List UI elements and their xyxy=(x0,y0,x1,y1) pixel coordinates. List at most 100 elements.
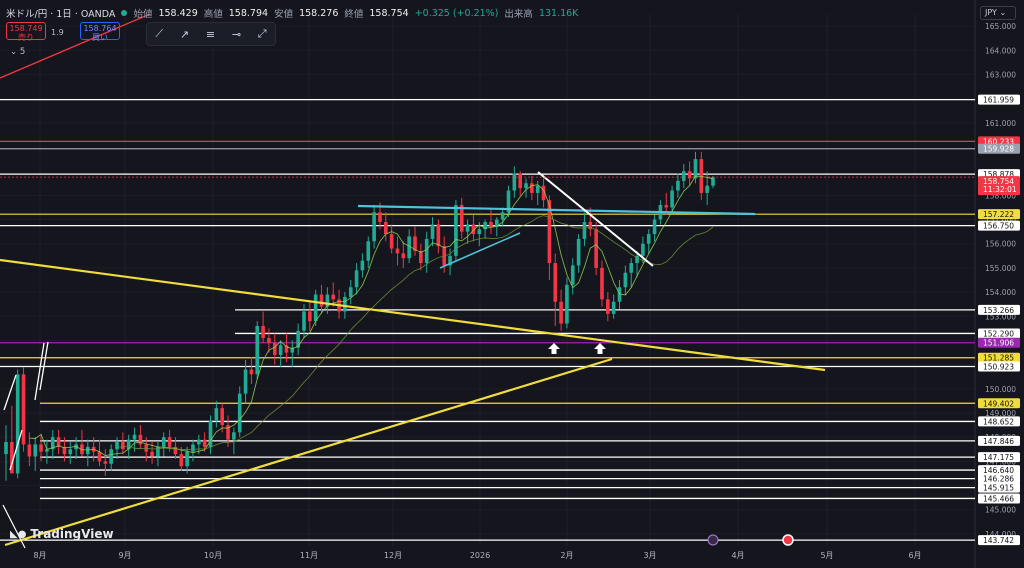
candle-body xyxy=(249,369,254,375)
candle-body xyxy=(179,454,184,467)
horizontal-line-icon[interactable]: ⊸ xyxy=(231,27,242,41)
y-tick-label: 156.000 xyxy=(985,240,1016,249)
x-tick-label: 2月 xyxy=(560,551,573,560)
x-tick-label: 4月 xyxy=(731,551,744,560)
candle-body xyxy=(448,255,452,266)
buy-button[interactable]: 158.764 買い xyxy=(80,22,120,42)
low-label: 安値 xyxy=(274,9,294,20)
level-label-bg xyxy=(978,352,1020,363)
brand-label: TradingView xyxy=(30,527,114,541)
white-trend-line xyxy=(9,429,23,471)
y-tick-label: 150.000 xyxy=(985,385,1016,394)
level-label: 161.959 xyxy=(983,96,1014,105)
low-value: 158.276 xyxy=(299,7,339,19)
y-tick-label: 164.000 xyxy=(985,46,1016,55)
x-tick-label: 9月 xyxy=(118,551,131,560)
candle-body xyxy=(68,449,73,455)
candle-body xyxy=(202,439,207,447)
level-label: 159.928 xyxy=(983,145,1014,154)
candle-body xyxy=(50,437,55,450)
level-label: 146.286 xyxy=(983,475,1014,484)
candle-body xyxy=(576,238,581,266)
candle-body xyxy=(226,425,230,440)
candle-body xyxy=(331,294,336,300)
level-label-bg xyxy=(978,493,1020,504)
candle-body xyxy=(302,311,306,331)
buy-price: 158.764 xyxy=(83,24,117,33)
ray-icon[interactable]: ↗ xyxy=(179,27,190,41)
candle-body xyxy=(290,347,295,353)
drawing-toolbar: ⟋ ↗ ≡ ⊸ ⤢ xyxy=(146,22,276,46)
open-label: 始値 xyxy=(133,9,153,20)
y-tick-label: 158.000 xyxy=(985,191,1016,200)
level-label: 147.846 xyxy=(983,437,1014,446)
candle-body xyxy=(483,221,487,230)
level-label-bg xyxy=(978,337,1020,348)
y-tick-label: 165.000 xyxy=(985,22,1016,31)
candle-body xyxy=(278,345,283,355)
x-tick-label: 2026 xyxy=(470,551,490,560)
moving-average-line xyxy=(29,175,714,457)
candle-body xyxy=(395,248,400,254)
candle-body xyxy=(261,325,265,339)
candle-body xyxy=(115,442,119,450)
candle-body xyxy=(530,183,534,193)
candle-body xyxy=(156,446,160,457)
level-label-bg xyxy=(978,452,1020,463)
candle-body xyxy=(500,212,505,220)
candle-body xyxy=(588,221,593,230)
volume-value: 131.16K xyxy=(538,7,579,19)
sell-button[interactable]: 158.749 売り xyxy=(6,22,46,42)
x-tick-label: 6月 xyxy=(908,551,921,560)
candle-body xyxy=(489,221,493,227)
tradingview-logo: ◣● TradingView xyxy=(10,527,114,541)
level-label: 157.222 xyxy=(983,210,1014,219)
candle-body xyxy=(4,442,8,455)
candle-body xyxy=(553,263,558,302)
buy-label: 買い xyxy=(92,33,108,42)
candle-body xyxy=(524,183,528,189)
candle-body xyxy=(565,284,569,324)
candle-body xyxy=(197,439,201,445)
level-label: 143.742 xyxy=(983,536,1014,545)
candle-body xyxy=(705,185,709,193)
candle-body xyxy=(85,446,90,455)
candle-body xyxy=(232,432,236,440)
candle-body xyxy=(646,234,651,244)
level-label-bg xyxy=(978,304,1020,315)
candle-body xyxy=(173,446,178,455)
level-label: 148.652 xyxy=(983,417,1014,426)
candle-body xyxy=(641,243,645,256)
indicator-toggle[interactable]: ⌄ 5 xyxy=(10,47,26,57)
extended-line-icon[interactable]: ⤢ xyxy=(257,27,267,40)
candle-body xyxy=(348,287,353,297)
up-arrow-marker xyxy=(548,343,560,354)
parallel-channel-icon[interactable]: ≡ xyxy=(205,27,216,41)
y-tick-label: 144.000 xyxy=(985,530,1016,539)
currency-selector[interactable]: JPY ⌄ xyxy=(980,6,1016,20)
level-label: 152.290 xyxy=(983,329,1014,338)
candle-body xyxy=(424,238,429,264)
white-trend-line xyxy=(39,341,49,391)
candle-body xyxy=(401,253,406,259)
x-tick-label: 5月 xyxy=(820,551,833,560)
symbol-label[interactable]: 米ドル/円 · 1日 · OANDA xyxy=(6,9,116,20)
event-marker-icon xyxy=(782,534,794,546)
level-label: 149.402 xyxy=(983,399,1014,408)
sell-label: 売り xyxy=(18,33,34,42)
white-trend-line xyxy=(34,342,45,401)
trend-line-icon[interactable]: ⟋ xyxy=(155,27,164,40)
candle-body xyxy=(629,263,634,273)
candle-body xyxy=(419,250,423,264)
candle-body xyxy=(296,330,300,348)
candle-body xyxy=(535,185,540,193)
candle-body xyxy=(126,439,131,450)
current-price-label-bg xyxy=(978,176,1020,196)
candle-body xyxy=(506,190,511,213)
yellow-support-line xyxy=(4,357,613,547)
candle-body xyxy=(21,374,26,445)
candle-body xyxy=(407,236,411,259)
candle-body xyxy=(378,212,382,222)
